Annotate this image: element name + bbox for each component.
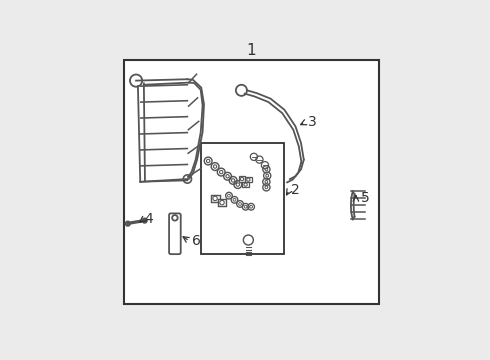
Text: 4: 4 (145, 212, 153, 226)
Bar (123, 60, 379, 304)
Bar (218, 199, 226, 206)
Bar (245, 177, 252, 183)
Text: 5: 5 (361, 192, 369, 206)
Text: 2: 2 (292, 183, 300, 197)
Text: 6: 6 (192, 234, 200, 248)
Bar (201, 143, 284, 254)
Text: 3: 3 (308, 115, 317, 129)
FancyBboxPatch shape (169, 213, 181, 254)
Bar (242, 182, 249, 187)
Text: 1: 1 (246, 42, 256, 58)
Bar (211, 195, 220, 202)
Bar (239, 176, 245, 182)
